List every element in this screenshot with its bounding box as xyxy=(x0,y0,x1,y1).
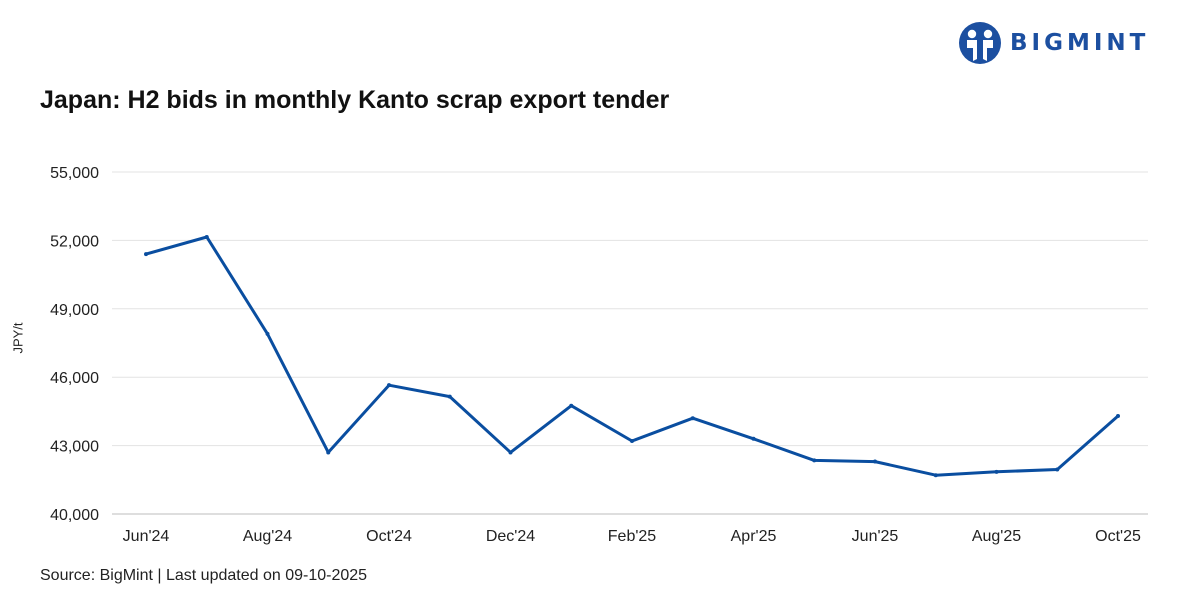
y-tick-label: 55,000 xyxy=(50,165,99,182)
chart-title: Japan: H2 bids in monthly Kanto scrap ex… xyxy=(40,86,670,114)
data-point xyxy=(265,331,270,336)
data-point xyxy=(690,416,695,421)
data-point xyxy=(326,450,331,455)
x-tick-labels: Jun'24 Aug'24 Oct'24 Dec'24 Feb'25 Apr'25 Jun'… xyxy=(123,528,1141,545)
y-tick-label: 46,000 xyxy=(50,370,99,387)
data-point xyxy=(812,458,817,463)
y-tick-label: 49,000 xyxy=(50,302,99,319)
data-point xyxy=(873,459,877,464)
data-point xyxy=(447,394,452,399)
data-point xyxy=(387,383,391,388)
x-tick-label: Oct'24 xyxy=(366,528,412,545)
brand-name: BIGMINT xyxy=(1010,30,1150,56)
x-tick-label: Dec'24 xyxy=(486,528,535,545)
x-tick-label: Jun'25 xyxy=(852,528,899,545)
gridlines xyxy=(112,171,1148,515)
data-point xyxy=(1055,467,1060,472)
bigmint-logo-icon xyxy=(959,22,1001,64)
data-point xyxy=(204,234,209,239)
y-tick-label: 40,000 xyxy=(50,507,99,524)
x-tick-label: Oct'25 xyxy=(1095,528,1141,545)
data-point xyxy=(933,473,938,478)
x-tick-label: Jun'24 xyxy=(123,528,170,545)
data-point xyxy=(508,450,513,455)
x-tick-label: Feb'25 xyxy=(608,528,657,545)
brand-logo: BIGMINT xyxy=(958,20,1188,66)
y-tick-label: 43,000 xyxy=(50,439,99,456)
data-point xyxy=(630,439,634,444)
x-tick-label: Apr'25 xyxy=(731,528,777,545)
y-tick-labels: 40,000 43,000 46,000 49,000 52,000 55,000 xyxy=(50,165,99,524)
series-lines xyxy=(144,234,1120,478)
data-point xyxy=(144,252,148,257)
data-point xyxy=(994,469,999,474)
data-point xyxy=(1116,413,1120,418)
data-point xyxy=(569,403,574,408)
x-tick-label: Aug'24 xyxy=(243,528,292,545)
data-point xyxy=(751,436,756,441)
y-tick-label: 52,000 xyxy=(50,233,99,250)
source-note: Source: BigMint | Last updated on 09-10-… xyxy=(40,567,368,584)
x-tick-label: Aug'25 xyxy=(972,528,1021,545)
